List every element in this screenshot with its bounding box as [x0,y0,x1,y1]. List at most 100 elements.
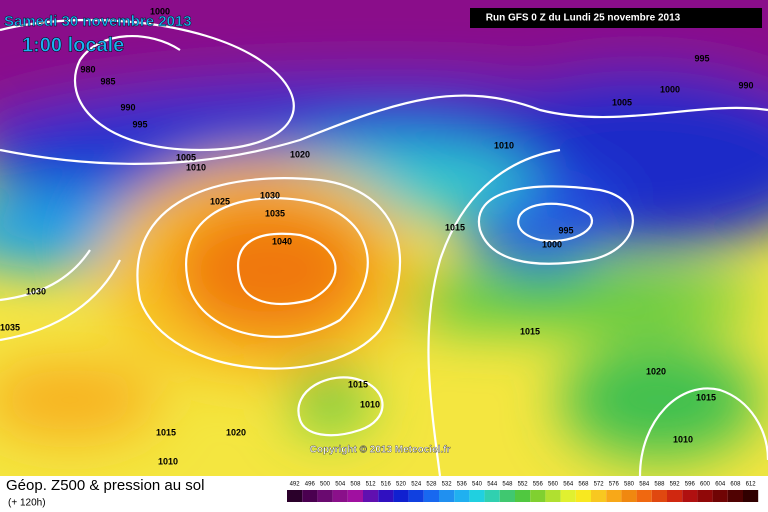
legend-swatch [530,490,546,502]
footer-title: Géop. Z500 & pression au sol [6,477,204,494]
legend-label: 532 [442,482,453,488]
isobar-label: 1015 [520,326,540,336]
legend-label: 500 [320,482,331,488]
legend-label: 496 [305,482,316,488]
legend-label: 592 [670,482,681,488]
isobar-label: 1010 [360,399,380,409]
legend-label: 504 [335,482,346,488]
isobar-label: 1010 [673,434,693,444]
isobar-label: 980 [80,64,95,74]
isobar-label: 1015 [445,222,465,232]
run-box [470,8,762,28]
legend-label: 556 [533,482,544,488]
legend-label: 596 [685,482,696,488]
legend-swatch [560,490,576,502]
isobar-label: 1005 [176,152,196,162]
isobar-label: 1020 [290,149,310,159]
legend-label: 536 [457,482,468,488]
date: Samedi 30 novembre 2013 [4,13,192,30]
legend-swatch [727,490,743,502]
legend-swatch [408,490,424,502]
legend-label: 560 [548,482,559,488]
legend-label: 540 [472,482,483,488]
legend-label: 588 [654,482,665,488]
isobar-label: 1035 [265,208,285,218]
legend-swatch [469,490,485,502]
isobar-label: 1020 [226,427,246,437]
legend-swatch [287,490,303,502]
isobar-label: 990 [120,102,135,112]
isobar-label: 1010 [494,140,514,150]
legend-swatch [545,490,561,502]
isobar-label: 1030 [26,286,46,296]
isobar-label: 985 [100,76,115,86]
legend-swatch [454,490,470,502]
legend-swatch [682,490,698,502]
legend-swatch [499,490,515,502]
isobar-label: 1000 [542,239,562,249]
isobar-label: 995 [558,225,573,235]
legend-swatch [621,490,637,502]
legend-swatch [332,490,348,502]
legend-swatch [347,490,363,502]
legend-label: 580 [624,482,635,488]
legend-label: 572 [594,482,605,488]
legend-swatch [378,490,394,502]
legend-label: 576 [609,482,620,488]
isobar-label: 1030 [260,190,280,200]
legend-label: 492 [290,482,301,488]
legend-swatch [636,490,652,502]
legend-swatch [393,490,409,502]
legend-label: 564 [563,482,574,488]
isobar-label: 1000 [660,84,680,94]
legend-label: 604 [715,482,726,488]
run-info: Run GFS 0 Z du Lundi 25 novembre 2013 [486,13,681,24]
legend-swatch [484,490,500,502]
legend-swatch [363,490,379,502]
legend-label: 520 [396,482,407,488]
legend-swatch [302,490,318,502]
legend-label: 608 [730,482,741,488]
legend-swatch [667,490,683,502]
legend-label: 512 [366,482,377,488]
isobar-label: 990 [738,80,753,90]
isobar-label: 1005 [612,97,632,107]
legend-swatch [651,490,667,502]
isobar-label: 1000 [150,6,170,16]
legend-label: 516 [381,482,392,488]
legend-label: 568 [578,482,589,488]
isobar-label: 1025 [210,196,230,206]
legend-label: 508 [350,482,361,488]
legend-swatch [317,490,333,502]
isobar-label: 1020 [646,366,666,376]
isobar-label: 995 [694,53,709,63]
legend-label: 544 [487,482,498,488]
legend-label: 548 [502,482,513,488]
time: 1:00 locale [22,34,124,56]
legend-label: 612 [746,482,757,488]
legend-swatch [575,490,591,502]
isobar-label: 1015 [348,379,368,389]
isobar-label: 1015 [156,427,176,437]
legend-swatch [591,490,607,502]
legend-label: 524 [411,482,422,488]
isobar-label: 1035 [0,322,20,332]
legend-swatch [743,490,759,502]
legend-label: 600 [700,482,711,488]
legend-swatch [439,490,455,502]
isobar-label: 995 [132,119,147,129]
footer-subtitle: (+ 120h) [8,498,46,509]
isobar-label: 1010 [158,456,178,466]
legend-swatch [712,490,728,502]
legend-label: 584 [639,482,650,488]
legend-swatch [606,490,622,502]
copyright: Copyright © 2013 Meteociel.fr [310,445,451,456]
isobar-label: 1040 [272,236,292,246]
legend-swatch [423,490,439,502]
field [0,0,768,476]
legend-swatch [697,490,713,502]
legend-swatch [515,490,531,502]
legend-label: 528 [426,482,437,488]
isobar-label: 1015 [696,392,716,402]
